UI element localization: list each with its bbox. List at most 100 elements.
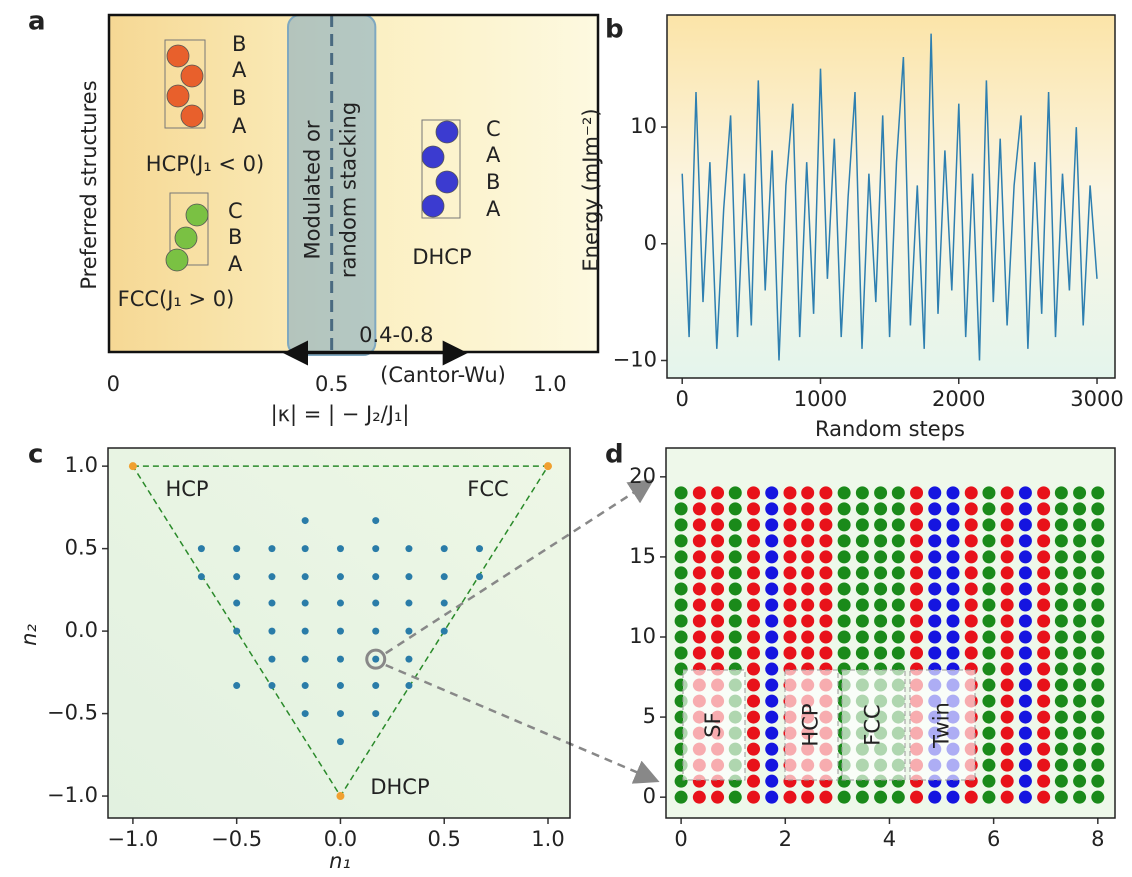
atom — [1018, 630, 1032, 644]
atom — [728, 646, 742, 660]
atom — [855, 598, 869, 612]
atom — [747, 598, 761, 612]
atom — [728, 518, 742, 532]
atom — [435, 170, 459, 194]
atom — [982, 550, 996, 564]
x-tick-label: 8 — [1091, 827, 1104, 851]
atom — [1054, 742, 1068, 756]
atom — [765, 694, 779, 708]
atom — [1091, 630, 1105, 644]
y-tick-label: 15 — [629, 544, 656, 568]
atom — [946, 566, 960, 580]
atom — [747, 566, 761, 580]
atom — [982, 790, 996, 804]
atom — [801, 518, 815, 532]
atom — [982, 534, 996, 548]
stacking-letter: B — [486, 170, 500, 194]
atom — [982, 774, 996, 788]
atom — [819, 646, 833, 660]
atom — [964, 790, 978, 804]
atom — [765, 646, 779, 660]
atom — [421, 194, 445, 218]
x-tick-label: 0 — [676, 387, 689, 411]
atom — [837, 566, 851, 580]
atom — [837, 790, 851, 804]
atom — [1018, 774, 1032, 788]
atom — [747, 534, 761, 548]
atom — [1000, 550, 1014, 564]
atom — [1054, 582, 1068, 596]
band-label: Modulated or — [301, 120, 325, 259]
atom — [1000, 614, 1014, 628]
atom — [1091, 790, 1105, 804]
atom — [783, 598, 797, 612]
atom — [166, 44, 190, 68]
atom — [1073, 742, 1087, 756]
atom — [1054, 502, 1068, 516]
atom — [674, 614, 688, 628]
y-label: Preferred structures — [77, 80, 101, 289]
y-tick-label: 0.0 — [65, 618, 98, 642]
point — [405, 627, 413, 635]
atom — [964, 502, 978, 516]
x-tick-label: 2000 — [932, 387, 985, 411]
link-arrow — [385, 479, 655, 655]
atom — [891, 790, 905, 804]
atom — [910, 630, 924, 644]
structure-name: DHCP — [412, 245, 471, 269]
atom — [765, 502, 779, 516]
atom — [837, 598, 851, 612]
y-tick-label: 20 — [629, 464, 656, 488]
atom — [1018, 534, 1032, 548]
atom — [1091, 566, 1105, 580]
point — [440, 545, 448, 553]
atom — [765, 758, 779, 772]
point — [301, 682, 309, 690]
atom — [1000, 790, 1014, 804]
x-tick-label: −0.5 — [211, 827, 262, 851]
atom — [692, 630, 706, 644]
atom — [1037, 726, 1051, 740]
y-tick-label: 0 — [644, 231, 657, 255]
point — [440, 573, 448, 581]
point — [233, 545, 241, 553]
atom — [166, 84, 190, 108]
atom — [765, 518, 779, 532]
point — [476, 545, 484, 553]
atom — [765, 486, 779, 500]
atom — [982, 646, 996, 660]
atom — [692, 598, 706, 612]
atom — [891, 582, 905, 596]
atom — [1073, 534, 1087, 548]
atom — [1018, 694, 1032, 708]
atom — [874, 646, 888, 660]
atom — [1054, 550, 1068, 564]
atom — [1054, 566, 1068, 580]
atom — [946, 614, 960, 628]
atom — [1018, 614, 1032, 628]
atom — [1037, 662, 1051, 676]
atom — [982, 662, 996, 676]
atom — [747, 550, 761, 564]
atom — [1018, 742, 1032, 756]
atom — [874, 502, 888, 516]
atom — [874, 550, 888, 564]
atom — [946, 646, 960, 660]
atom — [1037, 582, 1051, 596]
annotation-box — [841, 669, 906, 781]
atom — [819, 534, 833, 548]
highlight-ring — [365, 648, 387, 670]
atom — [728, 534, 742, 548]
atom — [1091, 662, 1105, 676]
atom — [692, 502, 706, 516]
corner-label: FCC — [467, 477, 508, 501]
atom — [910, 598, 924, 612]
atom — [711, 486, 725, 500]
atom — [1073, 694, 1087, 708]
atom — [874, 614, 888, 628]
atom — [1091, 710, 1105, 724]
atom — [1073, 662, 1087, 676]
atom — [711, 502, 725, 516]
atom — [1018, 678, 1032, 692]
x-tick-label: 6 — [987, 827, 1000, 851]
